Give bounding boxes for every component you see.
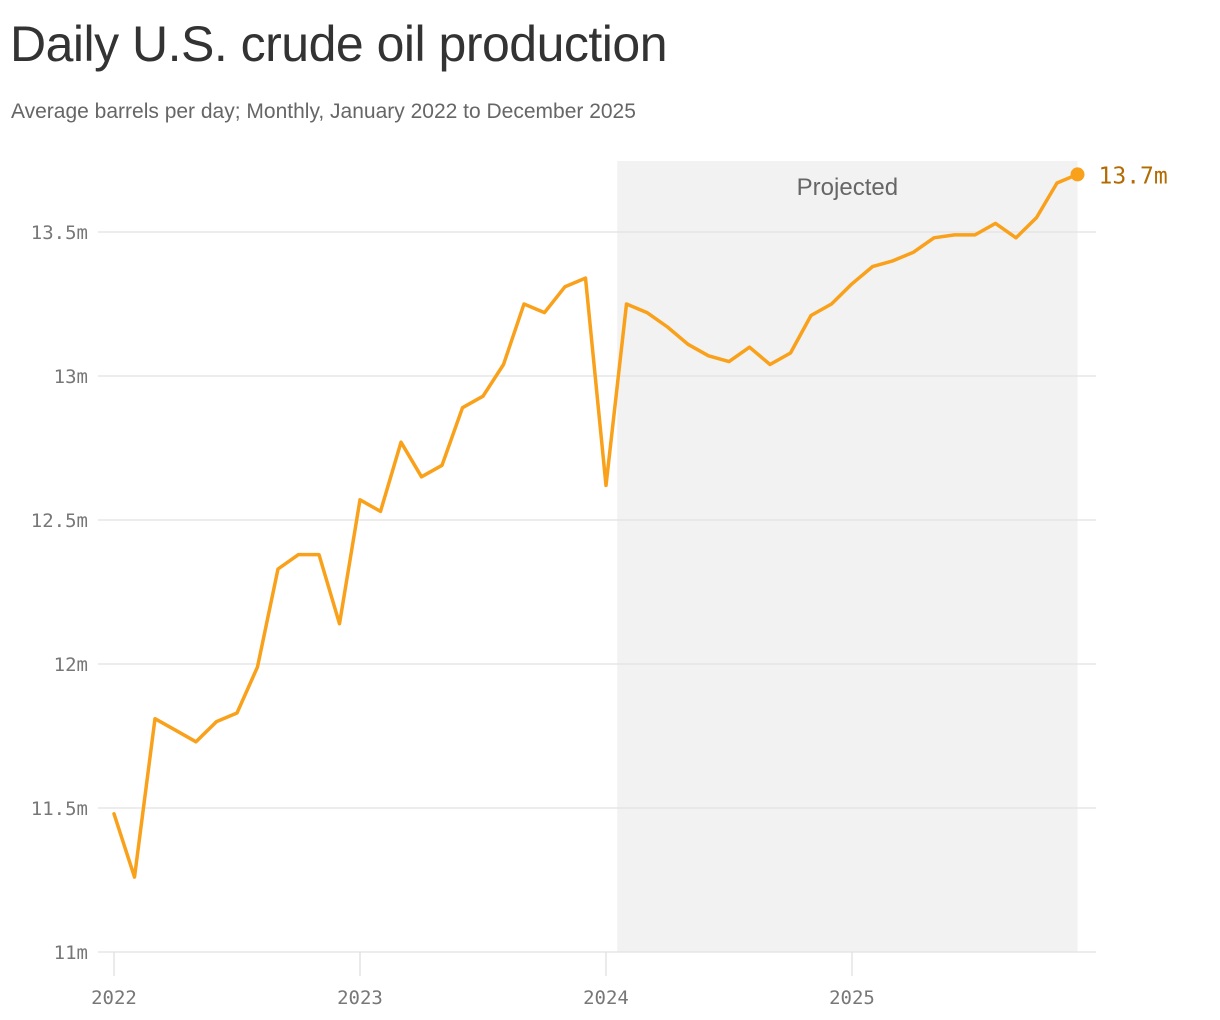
data-point [215,720,219,724]
projected-band [617,161,1078,952]
data-point [973,233,977,237]
data-point [891,259,895,263]
gridlines-layer [98,231,1096,953]
data-point [1055,181,1059,185]
y-tick-label: 12m [54,654,88,676]
data-point [174,728,178,732]
data-point [1014,236,1018,240]
data-point [317,553,321,557]
data-point [871,265,875,269]
data-point [256,665,260,669]
y-tick-label: 13m [54,366,88,388]
data-point [645,311,649,315]
data-point [543,311,547,315]
data-point [358,498,362,502]
data-point [768,362,772,366]
x-tick-label: 2022 [91,987,137,1009]
data-point [748,345,752,349]
data-point [399,440,403,444]
data-point [563,285,567,289]
y-tick-label: 13.5m [31,222,88,244]
data-point [789,351,793,355]
data-point [686,342,690,346]
data-point [153,717,157,721]
data-point [276,567,280,571]
data-point [379,509,383,513]
annotations-layer: Projected 13.7m [797,163,1168,201]
series-line-0 [112,172,1080,879]
data-point [953,233,957,237]
data-point [830,302,834,306]
projected-label: Projected [797,174,898,201]
data-point [338,622,342,626]
series-layer [112,172,1080,879]
data-point [133,875,137,879]
data-point [625,302,629,306]
data-points-layer [112,167,1085,879]
projected-band-layer [617,161,1078,952]
y-tick-label: 11.5m [31,798,88,820]
data-point [666,325,670,329]
data-point [912,250,916,254]
y-tick-label: 12.5m [31,510,88,532]
data-point [297,553,301,557]
data-point [481,394,485,398]
data-point [727,360,731,364]
end-point-marker [1070,167,1085,182]
x-tick-label: 2025 [829,987,875,1009]
data-point [604,483,608,487]
y-axis-ticks: 11m 11.5m 12m 12.5m 13m 13.5m [31,222,88,964]
chart-subtitle: Average barrels per day; Monthly, Januar… [11,100,636,123]
data-point [194,740,198,744]
data-point [420,475,424,479]
data-point [502,362,506,366]
end-value-label: 13.7m [1099,163,1168,189]
data-point [932,236,936,240]
chart-title: Daily U.S. crude oil production [10,16,668,72]
y-tick-label: 11m [54,942,88,964]
data-point [112,812,116,816]
x-axis-ticks: 2022 2023 2024 2025 [91,952,875,1009]
data-point [584,276,588,280]
data-point [707,354,711,358]
x-tick-label: 2024 [583,987,629,1009]
data-point [522,302,526,306]
data-point [235,711,239,715]
data-point [1035,216,1039,220]
x-tick-label: 2023 [337,987,383,1009]
data-point [461,406,465,410]
data-point [994,221,998,225]
data-point [440,463,444,467]
data-point [809,314,813,318]
data-point [850,282,854,286]
